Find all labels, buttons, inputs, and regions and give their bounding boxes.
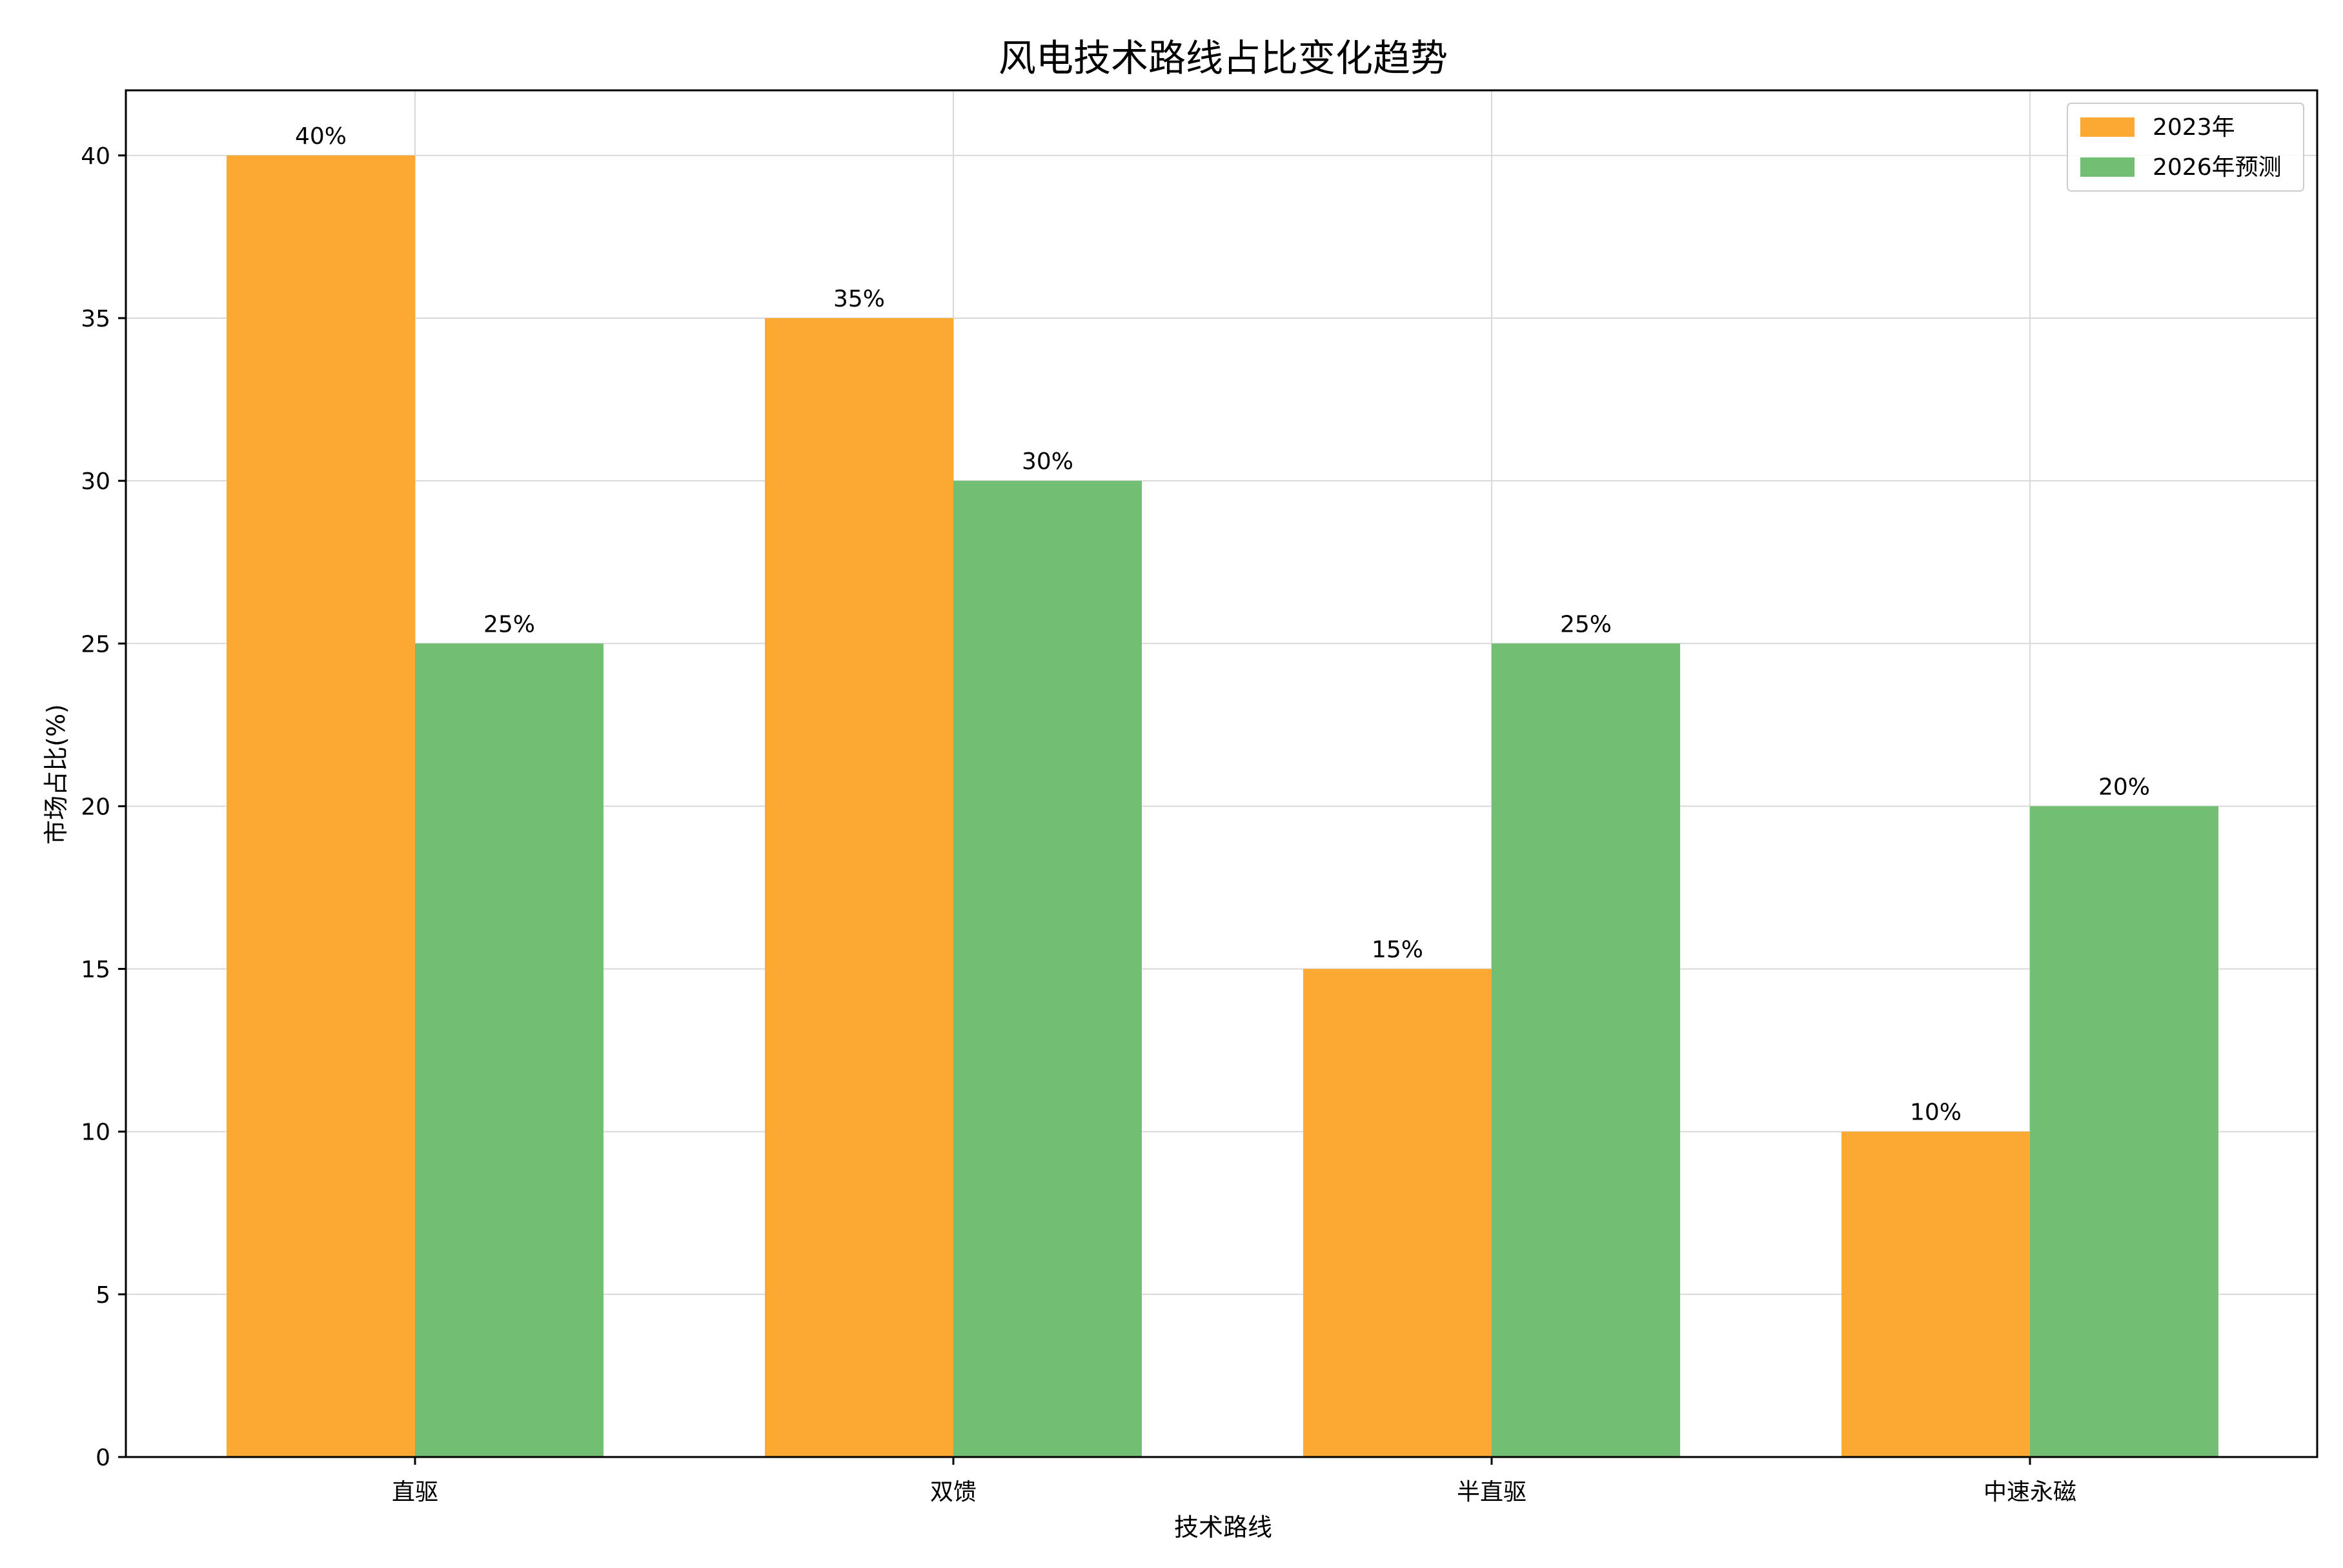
bars xyxy=(227,155,2218,1458)
data-label: 40% xyxy=(295,123,347,150)
data-label: 30% xyxy=(1022,448,1073,475)
legend-label: 2026年预测 xyxy=(2153,154,2282,181)
y-tick-label: 25 xyxy=(81,631,110,658)
y-tick-label: 15 xyxy=(81,957,110,983)
legend-swatch xyxy=(2080,157,2135,177)
y-tick-label: 0 xyxy=(96,1445,110,1471)
y-axis-label: 市场占比(%) xyxy=(42,704,70,845)
bar xyxy=(765,318,953,1457)
bar xyxy=(1841,1131,2030,1457)
legend-label: 2023年 xyxy=(2153,114,2235,141)
data-label: 25% xyxy=(1560,611,1612,638)
data-label: 35% xyxy=(833,286,885,312)
legend-swatch xyxy=(2080,117,2135,137)
chart-title: 风电技术路线占比变化趋势 xyxy=(999,36,1448,80)
y-tick-label: 20 xyxy=(81,794,110,820)
data-label: 20% xyxy=(2098,774,2150,800)
y-tick-label: 10 xyxy=(81,1120,110,1146)
y-axis-ticks: 0 5 10 15 20 25 30 35 40 xyxy=(81,143,126,1471)
bar xyxy=(1492,643,1680,1458)
bar xyxy=(953,481,1142,1458)
bar xyxy=(415,643,604,1458)
plot-frame xyxy=(125,89,2318,1458)
y-tick-label: 35 xyxy=(81,306,110,332)
data-label: 15% xyxy=(1372,937,1423,963)
y-tick-label: 40 xyxy=(81,143,110,170)
legend: 2023年 2026年预测 xyxy=(2067,103,2304,192)
y-tick-label: 5 xyxy=(96,1282,110,1309)
x-tick-label: 直驱 xyxy=(392,1479,438,1505)
x-tick-label: 中速永磁 xyxy=(1983,1479,2076,1505)
x-tick-label: 半直驱 xyxy=(1457,1479,1527,1505)
y-tick-label: 30 xyxy=(81,468,110,495)
x-axis-ticks: 直驱 双馈 半直驱 中速永磁 xyxy=(392,1457,2076,1505)
bar xyxy=(1303,969,1492,1457)
x-axis-label: 技术路线 xyxy=(1174,1513,1272,1542)
data-label: 10% xyxy=(1910,1100,1962,1126)
x-tick-label: 双馈 xyxy=(930,1479,977,1505)
bar xyxy=(227,155,415,1457)
data-label: 25% xyxy=(483,611,535,638)
data-labels: 40% 35% 15% 10% 25% 30% 25% 20% xyxy=(295,123,2150,1126)
bar xyxy=(2030,806,2218,1457)
